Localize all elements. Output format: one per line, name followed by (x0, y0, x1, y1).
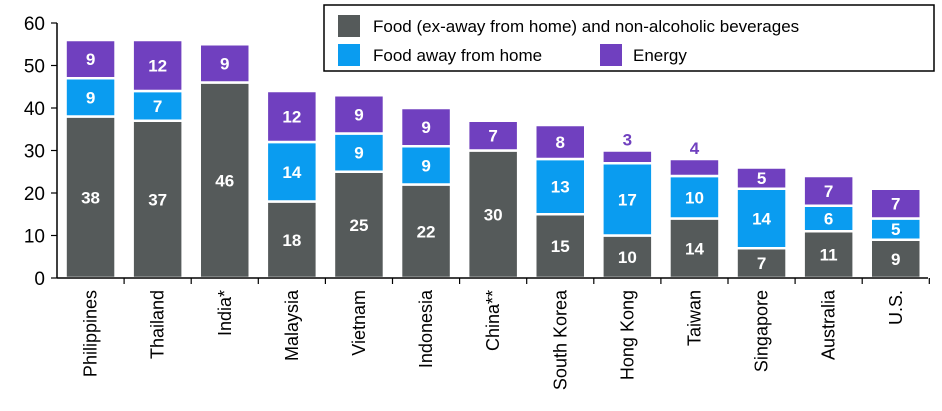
data-label: 5 (757, 169, 766, 188)
legend-swatch-food-away (338, 44, 360, 66)
bar-segment (332, 94, 386, 135)
data-label: 25 (349, 216, 368, 235)
x-category-label: Singapore (752, 290, 772, 372)
bar-segment (601, 162, 654, 237)
legend-swatch-energy (600, 44, 622, 66)
data-label: 38 (81, 188, 100, 207)
data-label: 12 (148, 57, 167, 76)
data-label: 9 (354, 105, 363, 124)
data-label: 9 (421, 156, 430, 175)
data-label: 17 (618, 190, 637, 209)
data-label: 14 (752, 210, 771, 229)
data-label: 13 (551, 178, 570, 197)
data-label: 3 (623, 131, 632, 150)
legend: Food (ex-away from home) and non-alcohol… (323, 4, 935, 72)
y-tick-label: 50 (24, 57, 45, 78)
bar-segment (399, 106, 453, 148)
data-label: 10 (685, 188, 704, 207)
bar-segment (64, 115, 117, 280)
x-category-label: India* (215, 290, 235, 336)
data-label: 14 (685, 239, 704, 258)
data-label: 11 (820, 246, 838, 265)
data-label: 9 (891, 250, 900, 269)
x-axis: Philippines Thailand India* Malaysia Vietnam… (57, 277, 930, 390)
bar-segment (735, 187, 788, 250)
bar-segment (265, 89, 319, 144)
bar-segment (131, 38, 184, 93)
bar-segment (64, 38, 117, 80)
data-label: 22 (417, 222, 436, 241)
bar-segment (601, 234, 654, 280)
data-label: 18 (282, 231, 301, 250)
y-tick-label: 0 (34, 269, 45, 290)
x-category-label: Thailand (148, 290, 168, 359)
legend-swatch-food (338, 15, 360, 37)
data-label: 10 (618, 248, 637, 267)
data-label: 46 (215, 171, 234, 190)
bar-segment (601, 149, 654, 165)
x-category-label: China** (483, 290, 503, 351)
bar-segment (534, 123, 587, 161)
data-label: 9 (421, 118, 430, 137)
data-label: 12 (282, 108, 301, 127)
data-label: 14 (282, 163, 301, 182)
bar-segment (735, 166, 788, 190)
y-axis: 0 10 20 30 40 50 60 (24, 14, 58, 290)
data-label: 4 (690, 139, 700, 158)
bar-segment (466, 119, 520, 152)
x-category-label: Indonesia (416, 289, 436, 368)
data-label: 9 (220, 54, 229, 73)
data-label: 7 (488, 127, 497, 146)
legend-box (323, 4, 935, 72)
legend-label-food-away: Food away from home (373, 46, 542, 65)
x-category-label: Hong Kong (617, 290, 637, 380)
y-tick-label: 20 (24, 184, 45, 205)
x-category-label: U.S. (886, 290, 906, 325)
bar-segment (802, 174, 855, 207)
bar-segment (265, 140, 319, 203)
data-label: 7 (153, 97, 162, 116)
data-label: 7 (891, 195, 900, 214)
bar-segment (668, 174, 721, 220)
y-tick-label: 30 (24, 142, 45, 163)
bar-segment (534, 157, 587, 216)
data-label: 9 (86, 50, 95, 69)
x-category-label: Philippines (81, 290, 101, 377)
bar-segment (466, 149, 520, 280)
data-label: 15 (551, 237, 570, 256)
bar-segment (198, 43, 251, 84)
bar-segment (668, 157, 721, 178)
data-label: 37 (148, 190, 167, 209)
data-label: 9 (86, 88, 95, 107)
data-label: 30 (484, 205, 503, 224)
y-tick-label: 10 (24, 227, 45, 248)
data-label: 8 (556, 133, 565, 152)
data-label: 9 (354, 144, 363, 163)
bars: 3899377124691814122599229930715138101731… (64, 38, 922, 280)
x-category-label: Australia (819, 289, 839, 360)
x-category-label: Taiwan (684, 290, 704, 346)
y-tick-label: 40 (24, 99, 45, 120)
x-category-label: South Korea (550, 289, 570, 390)
y-tick-label: 60 (24, 14, 45, 35)
data-label: 5 (891, 220, 900, 239)
x-category-label: Vietnam (349, 290, 369, 356)
x-category-label: Malaysia (282, 289, 302, 361)
bar-segment (869, 187, 922, 220)
legend-label-food: Food (ex-away from home) and non-alcohol… (373, 17, 799, 36)
bar-segment (534, 213, 587, 280)
data-label: 7 (757, 254, 766, 273)
data-label: 7 (824, 182, 833, 201)
legend-label-energy: Energy (633, 46, 687, 65)
data-label: 6 (824, 210, 833, 229)
bar-segment (64, 77, 117, 118)
bar-segment (131, 89, 184, 122)
